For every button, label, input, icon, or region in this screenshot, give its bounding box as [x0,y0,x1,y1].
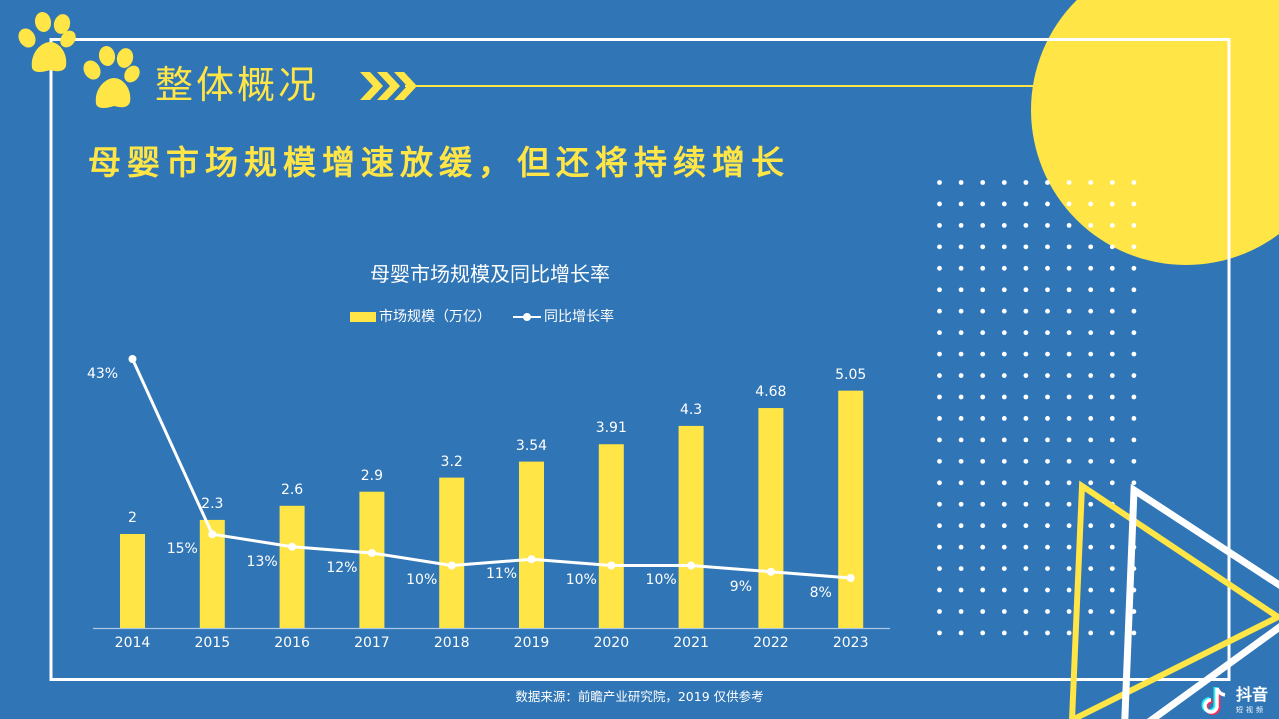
bar [439,477,465,628]
bar-value-label: 3.54 [515,437,548,454]
douyin-logo-icon [1201,687,1226,715]
headline: 母婴市场规模增速放缓，但还将持续增长 [88,143,790,182]
bar-value-label: 2.9 [360,467,384,484]
bar [279,505,305,628]
white-triangle-outline-decoration [1121,483,1279,719]
bar-value-label: 3.91 [595,420,627,437]
triple-chevron-right-icon [360,72,417,100]
yellow-circle-decoration [1031,0,1279,265]
bar [519,461,544,628]
paw-print-icon [83,46,140,108]
legend-bar-label: 市场规模（万亿） [379,309,491,325]
logo-name: 抖音 [1236,685,1269,704]
rate-value-label: 13% [246,553,278,570]
x-axis-tick-label: 2019 [513,635,550,651]
section-title: 整体概况 [155,63,320,107]
rate-value-label: 10% [406,572,438,589]
x-axis-tick-label: 2017 [354,635,390,651]
dot-grid-decoration [937,180,1137,636]
legend-line-swatch [513,312,541,322]
x-axis-tick-label: 2023 [832,635,869,651]
growth-rate-line [131,358,851,580]
bar-value-label: 4.3 [679,401,703,418]
source-note: 数据来源：前瞻产业研究院，2019 仅供参考 [515,689,764,704]
chart-bars [120,390,864,628]
bar-value-label: 5.05 [835,366,867,383]
bar-value-label: 2 [128,510,137,526]
rate-value-label: 8% [809,585,832,601]
white-frame [49,38,1231,681]
bar [678,425,704,628]
rate-value-label: 11% [485,566,518,583]
x-axis-tick-label: 2018 [433,635,470,651]
legend-line-label: 同比增长率 [544,309,614,325]
bar-value-label: 3.2 [440,453,463,470]
bar-value-label: 2.3 [201,495,224,512]
bar [838,390,864,628]
chart-title: 母婴市场规模及同比增长率 [370,262,610,286]
bar [598,444,624,628]
bar-value-label: 2.6 [280,481,304,498]
logo-subtitle: 短视频 [1236,706,1266,714]
bar [359,491,385,628]
rate-value-label: 12% [326,559,358,576]
rate-value-label: 9% [729,578,752,595]
x-axis-tick-label: 2021 [673,635,709,651]
rate-value-label: 43% [86,366,119,382]
yellow-triangle-outline-decoration [1069,480,1279,719]
x-axis-tick-label: 2020 [593,635,630,651]
bar [120,534,145,628]
legend-bar-swatch [350,312,376,322]
bar [758,408,784,628]
x-axis-tick-label: 2022 [753,635,789,651]
bar-value-label: 4.68 [755,384,787,401]
rate-value-label: 10% [645,572,677,589]
rate-value-label: 15% [166,541,198,558]
rate-value-label: 10% [565,572,597,589]
growth-rate-markers [128,355,855,582]
x-axis-tick-label: 2016 [274,635,310,651]
x-axis-tick-label: 2014 [114,635,151,651]
x-axis-tick-label: 2015 [194,635,231,651]
chart-legend: 市场规模（万亿） 同比增长率 [350,306,614,328]
paw-print-icon [18,12,76,72]
